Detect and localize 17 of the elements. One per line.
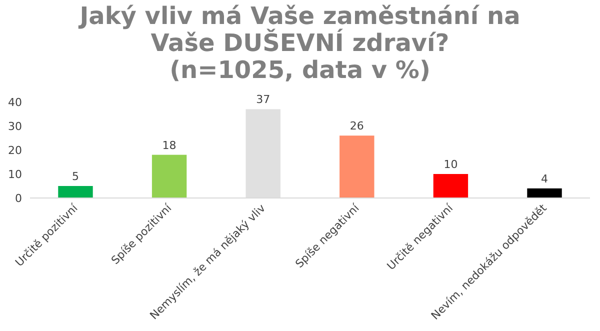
data-label: 4 <box>541 172 548 186</box>
bar <box>340 136 374 198</box>
y-tick-label: 0 <box>15 192 22 205</box>
data-label: 26 <box>350 120 364 133</box>
chart-title: Jaký vliv má Vaše zaměstnání na Vaše DUŠEVNÍ zdraví? (n=1025, data v %) <box>78 2 520 84</box>
data-label: 5 <box>72 170 79 183</box>
bar <box>527 188 562 198</box>
y-tick-label: 40 <box>8 96 22 109</box>
data-label: 18 <box>162 138 176 152</box>
y-tick-label: 10 <box>8 168 22 181</box>
data-label: 37 <box>256 93 270 106</box>
y-tick-label: 30 <box>8 120 22 133</box>
data-label: 10 <box>444 158 458 171</box>
bar <box>58 186 93 198</box>
y-tick-label: 20 <box>8 144 22 157</box>
bar <box>433 174 468 198</box>
bar <box>152 154 187 198</box>
